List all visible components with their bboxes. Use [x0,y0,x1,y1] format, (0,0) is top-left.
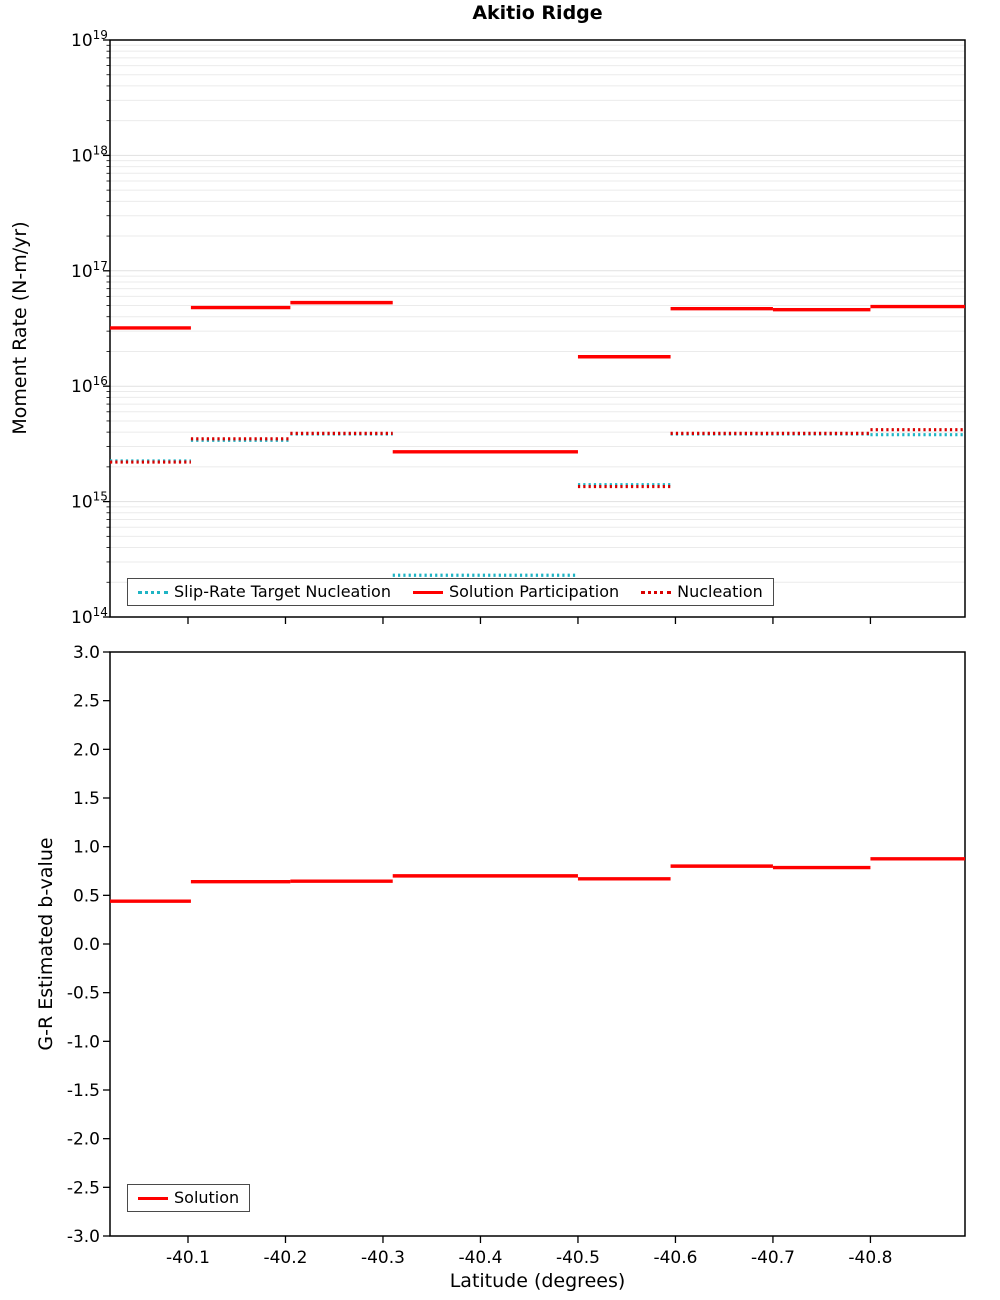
y-tick-label: -2.0 [67,1130,100,1150]
chart-title: Akitio Ridge [472,2,603,24]
x-tick-label: -40.4 [458,1248,502,1268]
y-tick-label: 2.5 [73,692,100,712]
x-tick-label: -40.8 [848,1248,892,1268]
y-tick-label: -0.5 [67,984,100,1004]
legend-label: Solution Participation [448,582,620,601]
x-axis-label: Latitude (degrees) [449,1270,626,1292]
legend-item-solution-participation: Solution Participation [412,582,620,602]
bottom-plot: -3.0 -2.5 -2.0 -1.5 -1.0 -0.5 0.0 0.5 1.0 1.5 2.0 2… [67,643,966,1268]
x-tick-label: -40.7 [751,1248,795,1268]
bottom-y-axis-label: G-R Estimated b-value [35,837,57,1051]
x-tick-label: -40.1 [166,1248,210,1268]
y-tick-label: 3.0 [73,643,100,663]
y-tick-label: 1.0 [73,838,100,858]
y-tick-label: 0.5 [73,886,100,906]
y-tick-label: 1019 [71,28,108,51]
y-tick-label: -2.5 [67,1178,100,1198]
top-plot: 1014 1015 1016 1017 1018 1019 [71,28,966,628]
top-y-axis-label: Moment Rate (N-m/yr) [9,221,31,435]
y-tick-label: 1018 [71,143,108,166]
legend-item-nucleation: Nucleation [641,582,763,602]
legend-label: Nucleation [677,582,763,601]
y-tick-label: 1.5 [73,789,100,809]
solid-red-line-swatch-icon [412,590,443,594]
legend-item-slip-rate-target-nucleation: Slip-Rate Target Nucleation [138,582,391,602]
x-tick-label: -40.5 [556,1248,600,1268]
y-tick-label: 1017 [71,259,108,282]
solid-red-line-swatch-icon [138,1196,168,1200]
legend-item-solution: Solution [138,1188,239,1208]
dotted-cyan-line-swatch-icon [138,590,168,594]
legend-label: Slip-Rate Target Nucleation [174,582,391,601]
y-tick-label: 0.0 [73,935,100,955]
top-legend: Slip-Rate Target Nucleation Solution Par… [127,578,774,606]
y-tick-label: 1016 [71,374,108,397]
x-tick-label: -40.6 [653,1248,697,1268]
y-tick-label: 1015 [71,490,108,513]
y-tick-label: 1014 [71,605,108,628]
y-tick-label: -1.5 [67,1081,100,1101]
y-tick-label: -1.0 [67,1032,100,1052]
x-tick-label: -40.2 [263,1248,307,1268]
legend-label: Solution [174,1188,240,1207]
y-tick-label: -3.0 [67,1227,100,1247]
y-tick-label: 2.0 [73,740,100,760]
dotted-red-line-swatch-icon [641,590,672,594]
x-tick-label: -40.3 [361,1248,405,1268]
bottom-legend: Solution [127,1184,251,1212]
